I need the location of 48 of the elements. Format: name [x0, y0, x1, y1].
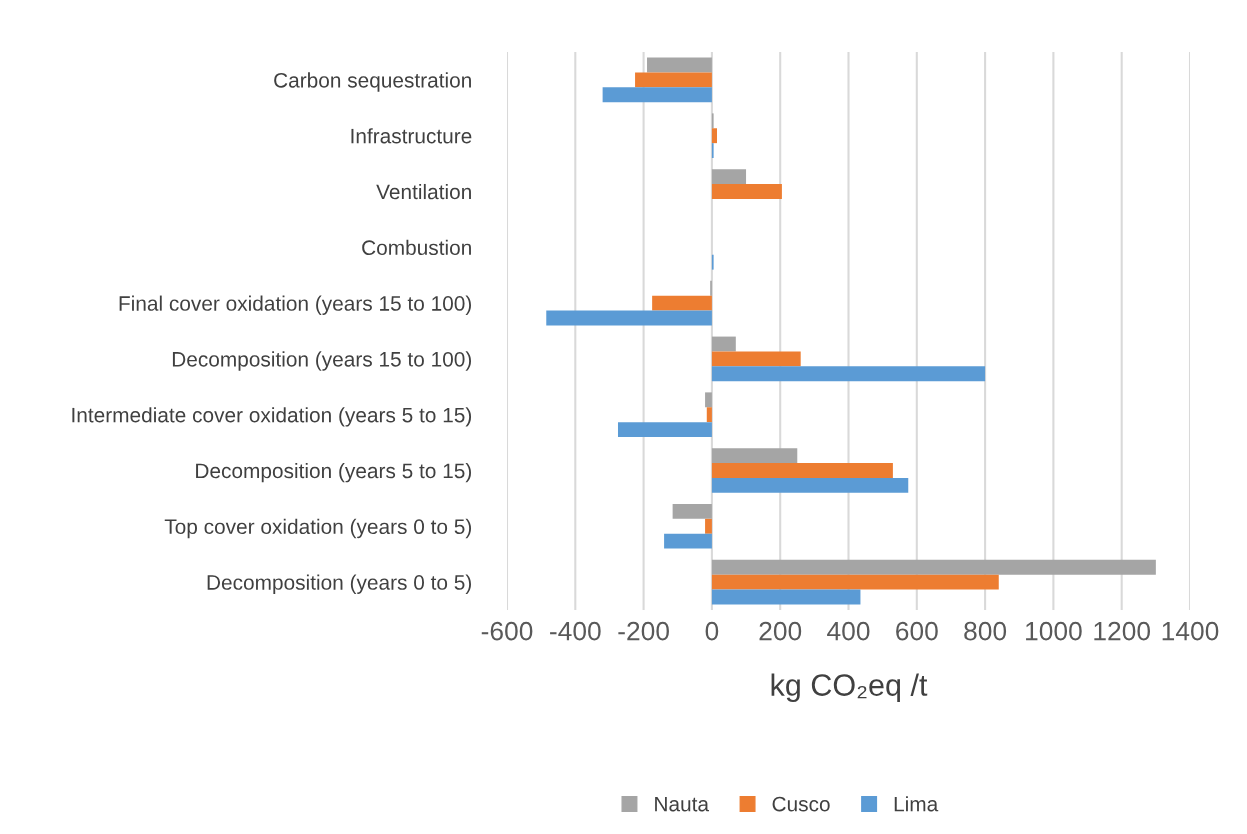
x-tick-label: -200: [618, 621, 669, 641]
bar: [711, 351, 801, 367]
y-tick-label: Top cover oxidation (years 0 to 5): [164, 518, 472, 539]
x-tick-label: 800: [964, 621, 1007, 641]
bar: [647, 57, 712, 73]
bar: [617, 422, 712, 438]
bar: [602, 87, 712, 103]
y-tick-label: Infrastructure: [351, 128, 472, 144]
bar: [546, 310, 712, 326]
x-tick-label: 0: [705, 621, 719, 641]
bar: [672, 503, 712, 519]
bar: [652, 295, 712, 311]
bar: [711, 184, 782, 199]
x-tick-label: -600: [481, 621, 533, 641]
x-tick-label: 200: [759, 621, 802, 641]
bar: [711, 463, 893, 478]
x-tick-label: -400: [550, 621, 601, 641]
x-tick-label: 600: [896, 621, 938, 641]
bar: [711, 169, 747, 185]
bar: [635, 72, 712, 88]
bar: [711, 477, 909, 493]
y-tick-label: Ventilation: [376, 183, 471, 200]
bar: [711, 574, 999, 590]
y-tick-label: Intermediate cover oxidation (years 5 to 15): [72, 407, 472, 427]
y-tick-label: Decomposition (years 5 to 15): [196, 462, 471, 483]
y-tick-label: Decomposition (years 15 to 100): [172, 351, 472, 371]
legend-label: Cusco: [772, 796, 830, 812]
x-tick-label: 1200: [1094, 621, 1151, 641]
bar: [711, 128, 718, 144]
bar: [705, 518, 712, 534]
bar: [711, 336, 736, 352]
x-tick-label: 400: [827, 621, 870, 641]
x-axis-title: kg CO₂eq /t: [771, 673, 928, 702]
y-tick-label: Decomposition (years 0 to 5): [207, 574, 471, 594]
legend-label: Nauta: [655, 796, 710, 812]
x-tick-label: 1000: [1026, 621, 1082, 641]
y-tick-label: Final cover oxidation (years 15 to 100): [119, 295, 472, 315]
bar: [711, 589, 861, 605]
bar: [706, 407, 712, 423]
legend-label: Lima: [894, 796, 939, 812]
bar: [705, 392, 712, 408]
bar: [711, 559, 1156, 575]
y-tick-label: Combustion: [362, 239, 471, 256]
bar: [664, 533, 712, 549]
bar: [711, 448, 798, 464]
x-tick-label: 1400: [1162, 621, 1219, 641]
bar: [711, 366, 986, 382]
y-tick-label: Carbon sequestration: [274, 72, 471, 92]
